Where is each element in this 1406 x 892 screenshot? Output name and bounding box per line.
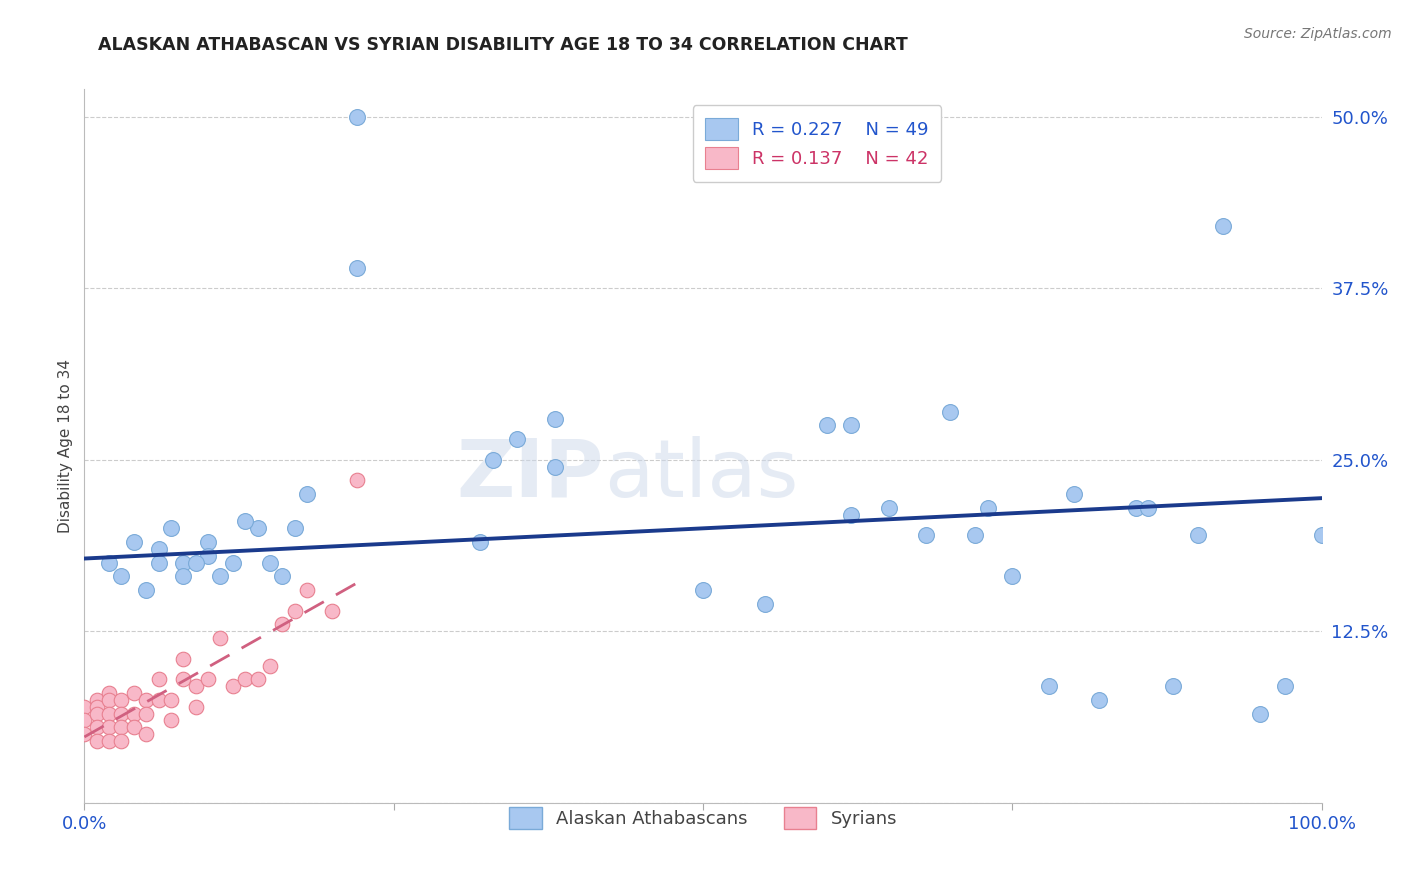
Point xyxy=(1063,487,1085,501)
Point xyxy=(110,569,132,583)
Point xyxy=(222,556,245,570)
Point xyxy=(1001,569,1024,583)
Point xyxy=(321,604,343,618)
Point xyxy=(1088,693,1111,707)
Point xyxy=(73,699,96,714)
Point xyxy=(692,583,714,598)
Point xyxy=(135,583,157,598)
Point xyxy=(470,535,492,549)
Point xyxy=(914,528,936,542)
Point xyxy=(841,508,863,522)
Legend: Alaskan Athabascans, Syrians: Alaskan Athabascans, Syrians xyxy=(502,800,904,837)
Point xyxy=(284,521,307,535)
Point xyxy=(98,734,121,748)
Point xyxy=(1249,706,1271,721)
Point xyxy=(86,720,108,734)
Point xyxy=(1137,500,1160,515)
Point xyxy=(481,452,503,467)
Point xyxy=(160,521,183,535)
Point xyxy=(543,459,565,474)
Point xyxy=(172,569,194,583)
Point xyxy=(184,556,207,570)
Point xyxy=(122,535,145,549)
Point xyxy=(222,679,245,693)
Point xyxy=(246,673,269,687)
Point xyxy=(122,706,145,721)
Point xyxy=(172,673,194,687)
Point xyxy=(86,734,108,748)
Point xyxy=(98,556,121,570)
Point xyxy=(346,473,368,487)
Point xyxy=(184,699,207,714)
Point xyxy=(122,720,145,734)
Point xyxy=(110,693,132,707)
Point xyxy=(98,686,121,700)
Point xyxy=(98,693,121,707)
Text: Source: ZipAtlas.com: Source: ZipAtlas.com xyxy=(1244,27,1392,41)
Point xyxy=(246,521,269,535)
Point xyxy=(148,556,170,570)
Point xyxy=(122,686,145,700)
Point xyxy=(877,500,900,515)
Point xyxy=(209,631,232,645)
Point xyxy=(939,405,962,419)
Point xyxy=(1161,679,1184,693)
Point xyxy=(110,706,132,721)
Point xyxy=(110,734,132,748)
Point xyxy=(346,110,368,124)
Point xyxy=(86,693,108,707)
Text: atlas: atlas xyxy=(605,435,799,514)
Y-axis label: Disability Age 18 to 34: Disability Age 18 to 34 xyxy=(58,359,73,533)
Point xyxy=(259,658,281,673)
Point xyxy=(506,432,529,446)
Point xyxy=(965,528,987,542)
Text: ALASKAN ATHABASCAN VS SYRIAN DISABILITY AGE 18 TO 34 CORRELATION CHART: ALASKAN ATHABASCAN VS SYRIAN DISABILITY … xyxy=(98,36,908,54)
Point xyxy=(184,679,207,693)
Point xyxy=(86,699,108,714)
Point xyxy=(197,673,219,687)
Point xyxy=(1187,528,1209,542)
Point xyxy=(86,706,108,721)
Point xyxy=(976,500,998,515)
Point xyxy=(160,693,183,707)
Text: ZIP: ZIP xyxy=(457,435,605,514)
Point xyxy=(284,604,307,618)
Point xyxy=(135,693,157,707)
Point xyxy=(1274,679,1296,693)
Point xyxy=(160,714,183,728)
Point xyxy=(148,673,170,687)
Point xyxy=(295,487,318,501)
Point xyxy=(233,673,256,687)
Point xyxy=(346,260,368,275)
Point xyxy=(295,583,318,598)
Point xyxy=(1212,219,1234,234)
Point xyxy=(815,418,838,433)
Point xyxy=(1038,679,1060,693)
Point xyxy=(148,693,170,707)
Point xyxy=(135,706,157,721)
Point xyxy=(73,714,96,728)
Point xyxy=(754,597,776,611)
Point xyxy=(135,727,157,741)
Point xyxy=(209,569,232,583)
Point xyxy=(98,706,121,721)
Point xyxy=(271,617,294,632)
Point xyxy=(271,569,294,583)
Point xyxy=(98,720,121,734)
Point xyxy=(197,535,219,549)
Point xyxy=(148,541,170,556)
Point xyxy=(73,727,96,741)
Point xyxy=(1125,500,1147,515)
Point xyxy=(172,651,194,665)
Point xyxy=(110,720,132,734)
Point xyxy=(841,418,863,433)
Point xyxy=(543,411,565,425)
Point xyxy=(233,515,256,529)
Point xyxy=(197,549,219,563)
Point xyxy=(1310,528,1333,542)
Point xyxy=(172,556,194,570)
Point xyxy=(259,556,281,570)
